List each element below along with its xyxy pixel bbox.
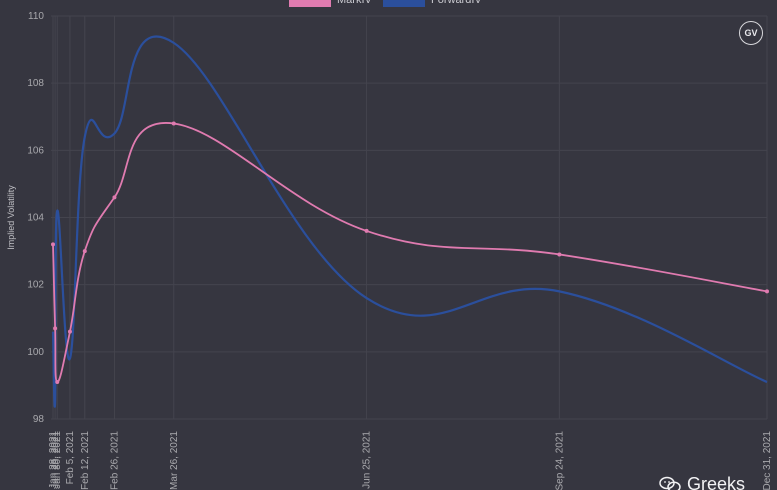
markiv-legend-swatch	[289, 0, 331, 7]
markiv-data-point	[51, 242, 55, 247]
x-tick-label: Feb 5, 2021	[65, 431, 76, 485]
x-tick-label: Jan 28, 2021	[48, 431, 59, 489]
y-tick-label: 106	[27, 145, 44, 156]
forwardiv-legend-swatch	[383, 0, 425, 7]
x-tick-label: Jan 29, 2021	[50, 431, 61, 489]
markiv-legend-label: MarkIV	[337, 0, 373, 6]
greeks-brand-watermark: Greeks	[659, 474, 745, 490]
x-tick-label: Feb 12, 2021	[80, 431, 91, 490]
markiv-data-point	[53, 326, 58, 331]
x-tick-label: Jan 30, 2021	[52, 431, 63, 489]
y-tick-label: 102	[27, 280, 44, 291]
forwardiv-series-line	[51, 35, 768, 408]
y-tick-label: 100	[27, 347, 44, 358]
x-tick-label: Jun 25, 2021	[362, 431, 373, 489]
markiv-data-point	[82, 249, 87, 254]
x-tick-label: Feb 26, 2021	[109, 431, 120, 490]
markiv-data-point	[557, 252, 562, 257]
markiv-data-point	[67, 329, 72, 334]
x-tick-label: Sep 24, 2021	[554, 431, 565, 490]
y-axis-title: Implied Volatility	[6, 185, 16, 250]
y-tick-label: 108	[27, 78, 44, 89]
markiv-data-point	[364, 228, 369, 233]
markiv-data-point	[765, 289, 769, 294]
y-tick-label: 110	[28, 11, 44, 22]
gv-badge-logo: GV	[739, 21, 763, 45]
markiv-data-point	[171, 121, 176, 126]
markiv-data-point	[112, 195, 117, 200]
y-tick-label: 104	[27, 213, 44, 224]
brand-text: Greeks	[687, 474, 746, 490]
markiv-series-line	[52, 122, 768, 383]
forwardiv-legend-label: ForwardIV	[431, 0, 482, 6]
x-tick-label: Dec 31, 2021	[762, 431, 773, 490]
wechat-icon	[659, 476, 681, 490]
y-tick-label: 98	[33, 414, 45, 425]
gv-badge-text: GV	[744, 28, 758, 38]
markiv-data-point	[55, 380, 60, 385]
x-tick-label: Mar 26, 2021	[169, 431, 180, 490]
